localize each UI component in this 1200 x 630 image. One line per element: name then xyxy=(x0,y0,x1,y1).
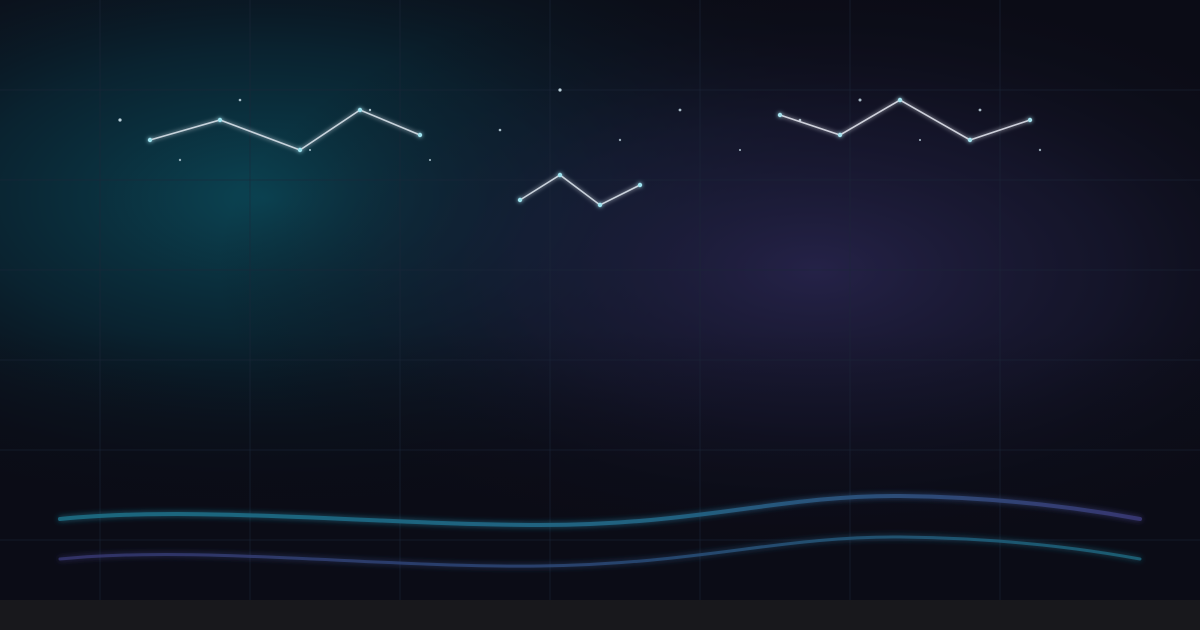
constellation-left xyxy=(147,107,423,153)
background-stars xyxy=(118,88,1042,162)
constellation-star xyxy=(417,132,423,138)
constellation-star xyxy=(837,132,843,138)
constellation-star xyxy=(637,182,643,188)
star xyxy=(678,108,682,112)
constellation-star xyxy=(297,147,303,153)
constellation-star xyxy=(597,202,603,208)
star xyxy=(428,158,432,162)
star xyxy=(118,118,122,122)
star xyxy=(558,88,562,92)
grid xyxy=(0,0,1200,600)
star xyxy=(918,138,922,142)
constellation-right xyxy=(777,97,1033,143)
constellation-star xyxy=(357,107,363,113)
constellation-star xyxy=(557,172,563,178)
constellation-star xyxy=(147,137,153,143)
constellation-star xyxy=(897,97,903,103)
star xyxy=(1038,148,1042,152)
star xyxy=(178,158,182,162)
star xyxy=(368,108,372,112)
constellation-star xyxy=(1027,117,1033,123)
bottom-band xyxy=(0,600,1200,630)
star xyxy=(738,148,742,152)
constellation-center xyxy=(517,172,643,208)
wave-upper xyxy=(58,493,1142,528)
star xyxy=(858,98,862,102)
star xyxy=(308,148,312,152)
constellation-star xyxy=(517,197,523,203)
constellation-star xyxy=(967,137,973,143)
wave-lower xyxy=(58,535,1142,568)
star xyxy=(978,108,982,112)
constellation-star xyxy=(777,112,783,118)
star xyxy=(498,128,502,132)
star xyxy=(238,98,242,102)
constellation-star xyxy=(217,117,223,123)
constellation-line xyxy=(519,174,641,206)
star xyxy=(618,138,622,142)
